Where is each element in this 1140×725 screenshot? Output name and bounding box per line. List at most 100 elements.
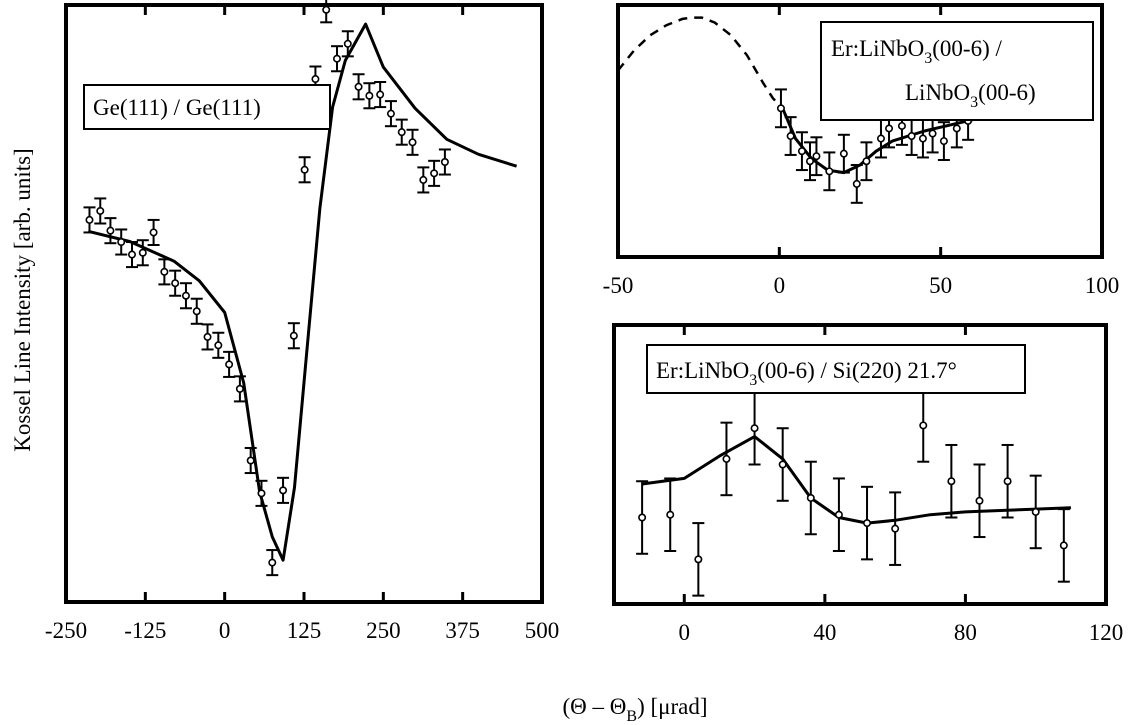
data-point bbox=[331, 45, 344, 73]
data-point bbox=[223, 350, 236, 378]
legend: Er:LiNbO3(00-6) / LiNbO3(00-6) bbox=[820, 21, 1094, 121]
data-point bbox=[784, 116, 797, 156]
data-point bbox=[233, 375, 246, 403]
data-point bbox=[428, 159, 441, 187]
data-point bbox=[158, 258, 171, 286]
data-point bbox=[937, 121, 950, 161]
marker bbox=[419, 175, 428, 184]
marker bbox=[812, 152, 821, 161]
marker bbox=[96, 206, 105, 215]
marker bbox=[214, 341, 223, 350]
legend-box bbox=[820, 21, 1094, 121]
data-points bbox=[636, 388, 1070, 597]
data-point bbox=[201, 323, 214, 351]
x-tick-label: -250 bbox=[45, 618, 87, 643]
marker bbox=[834, 510, 843, 519]
x-tick-label: -125 bbox=[124, 618, 166, 643]
data-point bbox=[810, 136, 823, 177]
marker bbox=[666, 510, 675, 519]
data-point bbox=[352, 73, 365, 101]
x-tick-label: -50 bbox=[603, 273, 634, 298]
data-point bbox=[266, 549, 279, 577]
marker bbox=[638, 513, 647, 522]
data-point bbox=[212, 331, 225, 359]
x-tick-label: 50 bbox=[929, 273, 952, 298]
data-point bbox=[774, 88, 787, 129]
marker bbox=[797, 147, 806, 156]
data-point bbox=[837, 133, 850, 174]
data-point bbox=[298, 156, 311, 184]
marker bbox=[928, 129, 937, 138]
legend-line-2-a: LiNbO bbox=[905, 80, 970, 105]
data-point bbox=[255, 479, 268, 507]
marker bbox=[311, 75, 320, 84]
marker bbox=[825, 167, 834, 176]
data-point bbox=[795, 131, 808, 172]
x-tick-label: 0 bbox=[219, 618, 231, 643]
data-point bbox=[104, 217, 117, 245]
data-point bbox=[1001, 443, 1014, 519]
marker bbox=[376, 90, 385, 99]
data-point bbox=[850, 164, 863, 204]
marker bbox=[750, 424, 759, 433]
marker bbox=[778, 460, 787, 469]
marker bbox=[225, 360, 234, 369]
x-tick-label: 500 bbox=[525, 618, 560, 643]
x-tick-label: 120 bbox=[1089, 620, 1124, 645]
marker bbox=[805, 157, 814, 166]
data-point bbox=[945, 443, 958, 519]
fit-line bbox=[87, 22, 518, 562]
marker bbox=[106, 226, 115, 235]
marker bbox=[919, 421, 928, 430]
marker bbox=[181, 291, 190, 300]
marker bbox=[852, 179, 861, 188]
marker bbox=[279, 486, 288, 495]
panel-er-linbo3-linbo3: -50 0 50 100 Er:LiNbO3(00-6) / LiNbO3(00-6) bbox=[603, 3, 1120, 298]
svg-text:LiNbO3(00-6): LiNbO3(00-6) bbox=[905, 80, 1036, 111]
marker bbox=[386, 109, 395, 118]
data-point bbox=[720, 421, 733, 497]
data-point bbox=[287, 322, 300, 350]
data-point bbox=[363, 82, 376, 110]
data-points bbox=[774, 88, 975, 204]
marker bbox=[408, 138, 417, 147]
marker bbox=[397, 128, 406, 137]
marker bbox=[1003, 477, 1012, 486]
marker bbox=[885, 124, 894, 133]
y-axis-title: Kossel Line Intensity [arb. units] bbox=[10, 148, 35, 451]
x-axis-title: (Θ – ΘB) [μrad] bbox=[563, 694, 708, 725]
legend: Er:LiNbO3(00-6) / Si(220) 21.7° bbox=[646, 344, 1026, 394]
data-point bbox=[341, 30, 354, 58]
marker bbox=[722, 454, 731, 463]
marker bbox=[839, 149, 848, 158]
marker bbox=[354, 82, 363, 91]
data-point bbox=[374, 81, 387, 109]
marker bbox=[863, 519, 872, 528]
legend-box bbox=[83, 84, 331, 130]
marker bbox=[203, 332, 212, 341]
data-point bbox=[190, 297, 203, 325]
marker bbox=[365, 91, 374, 100]
marker bbox=[947, 477, 956, 486]
svg-text:Er:LiNbO3(00-6) /: Er:LiNbO3(00-6) / bbox=[831, 36, 1002, 67]
marker bbox=[246, 456, 255, 465]
x-tick-label: 40 bbox=[813, 620, 836, 645]
marker bbox=[1031, 507, 1040, 516]
data-point bbox=[384, 100, 397, 128]
marker bbox=[235, 384, 244, 393]
data-point bbox=[636, 480, 649, 555]
marker bbox=[1059, 541, 1068, 550]
panel-ge111: -250 -125 0 125 250 375 500 Ge(111) / Ge(111) bbox=[45, 0, 559, 643]
marker bbox=[333, 54, 342, 63]
legend-box bbox=[646, 344, 1026, 394]
data-point bbox=[832, 477, 845, 552]
x-tick-label: 250 bbox=[366, 618, 401, 643]
marker bbox=[939, 137, 948, 146]
fit-line bbox=[781, 107, 990, 175]
x-tick-label: 0 bbox=[774, 273, 786, 298]
x-tick-label: 100 bbox=[1085, 273, 1120, 298]
marker bbox=[975, 496, 984, 505]
data-point bbox=[147, 218, 160, 246]
data-point bbox=[169, 269, 182, 297]
marker bbox=[897, 121, 906, 130]
